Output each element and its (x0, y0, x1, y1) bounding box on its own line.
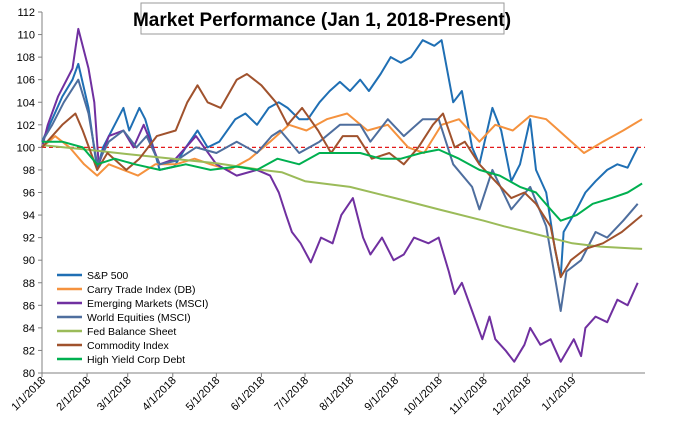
legend-label: Fed Balance Sheet (87, 326, 176, 338)
y-tick-label: 100 (17, 142, 35, 154)
y-tick-label: 92 (23, 233, 35, 245)
chart-title: Market Performance (Jan 1, 2018-Present) (133, 2, 511, 35)
y-tick-label: 98 (23, 165, 35, 177)
y-tick-label: 84 (23, 323, 35, 335)
y-tick-label: 110 (17, 30, 35, 42)
chart-title-text: Market Performance (Jan 1, 2018-Present) (133, 10, 511, 31)
legend-label: Emerging Markets (MSCI) (87, 298, 208, 310)
y-tick-label: 112 (17, 7, 35, 19)
legend-label: S&P 500 (87, 270, 128, 282)
y-tick-label: 80 (23, 368, 35, 380)
y-axis-ticks: 80 82 84 86 88 90 92 94 96 98 100 102 104 106 108 110 11… (17, 7, 42, 380)
series-lines (41, 27, 643, 363)
legend-label: Carry Trade Index (DB) (87, 284, 196, 296)
y-tick-label: 104 (17, 97, 35, 109)
y-tick-label: 94 (23, 210, 35, 222)
legend-label: Commodity Index (87, 340, 169, 352)
legend-label: World Equities (MSCI) (87, 312, 191, 324)
legend: S&P 500 Carry Trade Index (DB) Emerging Ma… (51, 263, 237, 369)
y-tick-label: 96 (23, 188, 35, 200)
y-tick-label: 88 (23, 278, 35, 290)
y-tick-label: 108 (17, 52, 35, 64)
y-tick-label: 106 (17, 75, 35, 87)
series-line-3 (41, 27, 639, 363)
series-line-2 (41, 112, 643, 177)
y-tick-label: 82 (23, 345, 35, 357)
series-line-4 (41, 78, 639, 312)
series-line-7 (42, 140, 643, 222)
legend-label: High Yield Corp Debt (87, 354, 185, 366)
series-line-5 (41, 144, 643, 250)
y-tick-label: 90 (23, 255, 35, 267)
y-tick-label: 86 (23, 300, 35, 312)
series-line-1 (41, 39, 639, 279)
y-tick-label: 102 (17, 120, 35, 132)
title-box (140, 2, 505, 35)
